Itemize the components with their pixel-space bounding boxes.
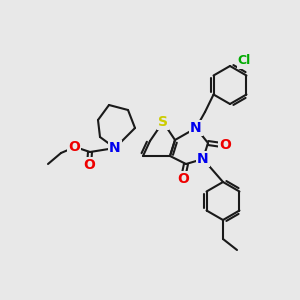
Text: O: O (219, 138, 231, 152)
Text: O: O (68, 140, 80, 154)
Text: N: N (109, 141, 121, 155)
Text: N: N (190, 121, 202, 135)
Text: Cl: Cl (238, 55, 251, 68)
Text: O: O (177, 172, 189, 186)
Text: N: N (197, 152, 209, 166)
Text: S: S (158, 115, 168, 129)
Text: O: O (83, 158, 95, 172)
